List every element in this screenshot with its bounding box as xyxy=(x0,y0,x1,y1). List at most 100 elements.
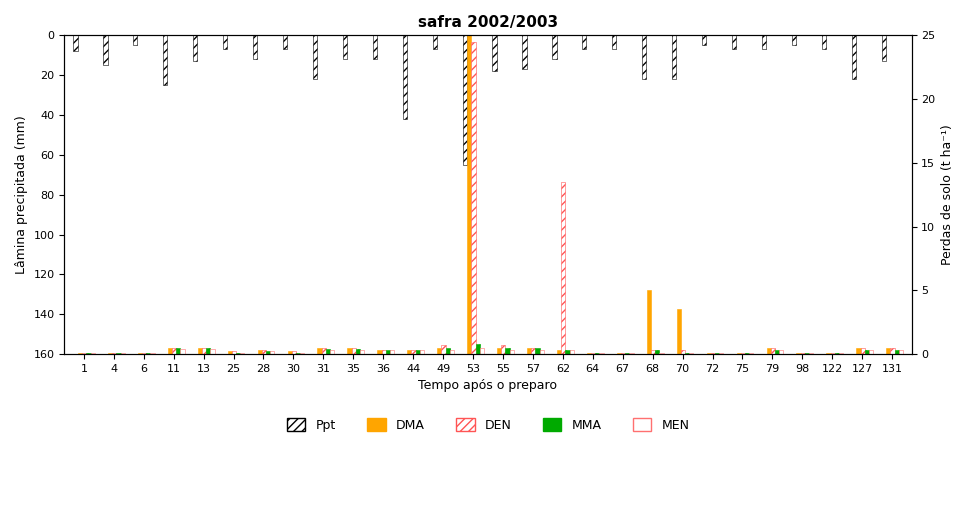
Bar xyxy=(646,290,651,354)
Bar xyxy=(163,36,168,85)
Bar xyxy=(857,348,860,354)
Bar xyxy=(869,350,873,354)
Bar xyxy=(570,350,574,354)
Bar xyxy=(775,350,779,354)
Bar xyxy=(104,36,108,65)
Bar xyxy=(830,353,834,354)
Bar xyxy=(150,353,155,354)
Bar xyxy=(703,36,706,45)
Bar xyxy=(134,36,138,45)
Bar xyxy=(198,348,202,354)
Bar xyxy=(540,350,544,354)
Bar xyxy=(330,350,334,354)
Bar xyxy=(642,36,646,79)
Bar xyxy=(112,353,116,354)
Bar xyxy=(625,353,630,354)
Bar xyxy=(792,36,797,45)
Bar xyxy=(240,353,244,354)
Bar xyxy=(322,348,326,354)
Bar xyxy=(561,182,565,354)
Bar xyxy=(318,348,322,354)
Bar xyxy=(168,348,172,354)
Bar xyxy=(621,353,625,354)
Bar xyxy=(176,348,180,354)
Bar xyxy=(864,350,869,354)
Bar xyxy=(689,353,694,354)
Bar xyxy=(492,36,497,71)
Bar xyxy=(565,350,570,354)
Bar xyxy=(223,36,228,49)
Bar xyxy=(206,348,210,354)
Bar xyxy=(770,348,775,354)
Bar xyxy=(258,350,262,354)
Bar xyxy=(382,350,386,354)
Bar xyxy=(860,348,864,354)
Y-axis label: Lâmina precipitada (mm): Lâmina precipitada (mm) xyxy=(15,115,28,274)
Bar xyxy=(779,350,783,354)
Bar xyxy=(497,348,501,354)
Bar xyxy=(326,349,330,354)
Bar xyxy=(78,353,82,354)
Bar xyxy=(630,353,634,354)
Bar xyxy=(894,350,899,354)
Bar xyxy=(202,348,206,354)
Bar xyxy=(685,353,689,354)
Bar xyxy=(797,353,800,354)
Bar xyxy=(719,353,724,354)
Bar xyxy=(446,348,450,354)
Bar xyxy=(471,42,476,354)
Bar xyxy=(138,353,142,354)
Bar xyxy=(420,350,424,354)
Bar xyxy=(809,353,813,354)
Bar xyxy=(313,36,317,79)
Bar xyxy=(356,349,360,354)
Bar xyxy=(655,350,659,354)
Bar xyxy=(407,350,412,354)
Bar xyxy=(90,353,95,354)
Bar xyxy=(86,353,90,354)
Bar xyxy=(536,348,540,354)
Bar xyxy=(437,348,442,354)
Bar xyxy=(480,348,484,354)
Bar xyxy=(270,351,274,354)
Bar xyxy=(146,353,150,354)
Bar xyxy=(749,353,753,354)
Title: safra 2002/2003: safra 2002/2003 xyxy=(418,15,558,30)
Bar xyxy=(600,353,604,354)
Bar xyxy=(522,36,526,69)
Bar xyxy=(360,350,364,354)
Bar xyxy=(416,350,420,354)
Bar xyxy=(74,36,78,52)
Bar xyxy=(501,345,506,354)
Bar xyxy=(715,353,719,354)
Bar xyxy=(253,36,257,59)
Bar xyxy=(193,36,198,61)
Bar xyxy=(210,349,214,354)
Bar xyxy=(899,350,903,354)
Bar xyxy=(172,348,176,354)
Bar xyxy=(403,36,407,119)
Bar xyxy=(527,348,531,354)
Bar xyxy=(672,36,676,79)
Bar xyxy=(839,353,843,354)
Bar xyxy=(236,353,240,354)
Bar xyxy=(283,36,287,49)
Bar xyxy=(852,36,856,79)
Bar xyxy=(348,348,352,354)
Y-axis label: Perdas de solo (t ha⁻¹): Perdas de solo (t ha⁻¹) xyxy=(941,124,954,265)
Legend: Ppt, DMA, DEN, MMA, MEN: Ppt, DMA, DEN, MMA, MEN xyxy=(282,414,695,437)
Bar xyxy=(582,36,586,49)
Bar xyxy=(82,353,86,354)
Bar xyxy=(390,350,394,354)
Bar xyxy=(462,36,467,165)
Bar xyxy=(659,353,664,354)
Bar xyxy=(120,353,125,354)
Bar xyxy=(412,350,416,354)
Bar xyxy=(766,348,770,354)
Bar xyxy=(676,310,681,354)
Bar xyxy=(377,350,382,354)
Bar xyxy=(822,36,826,49)
Bar xyxy=(681,350,685,354)
Bar xyxy=(467,36,471,354)
Bar xyxy=(595,353,600,354)
